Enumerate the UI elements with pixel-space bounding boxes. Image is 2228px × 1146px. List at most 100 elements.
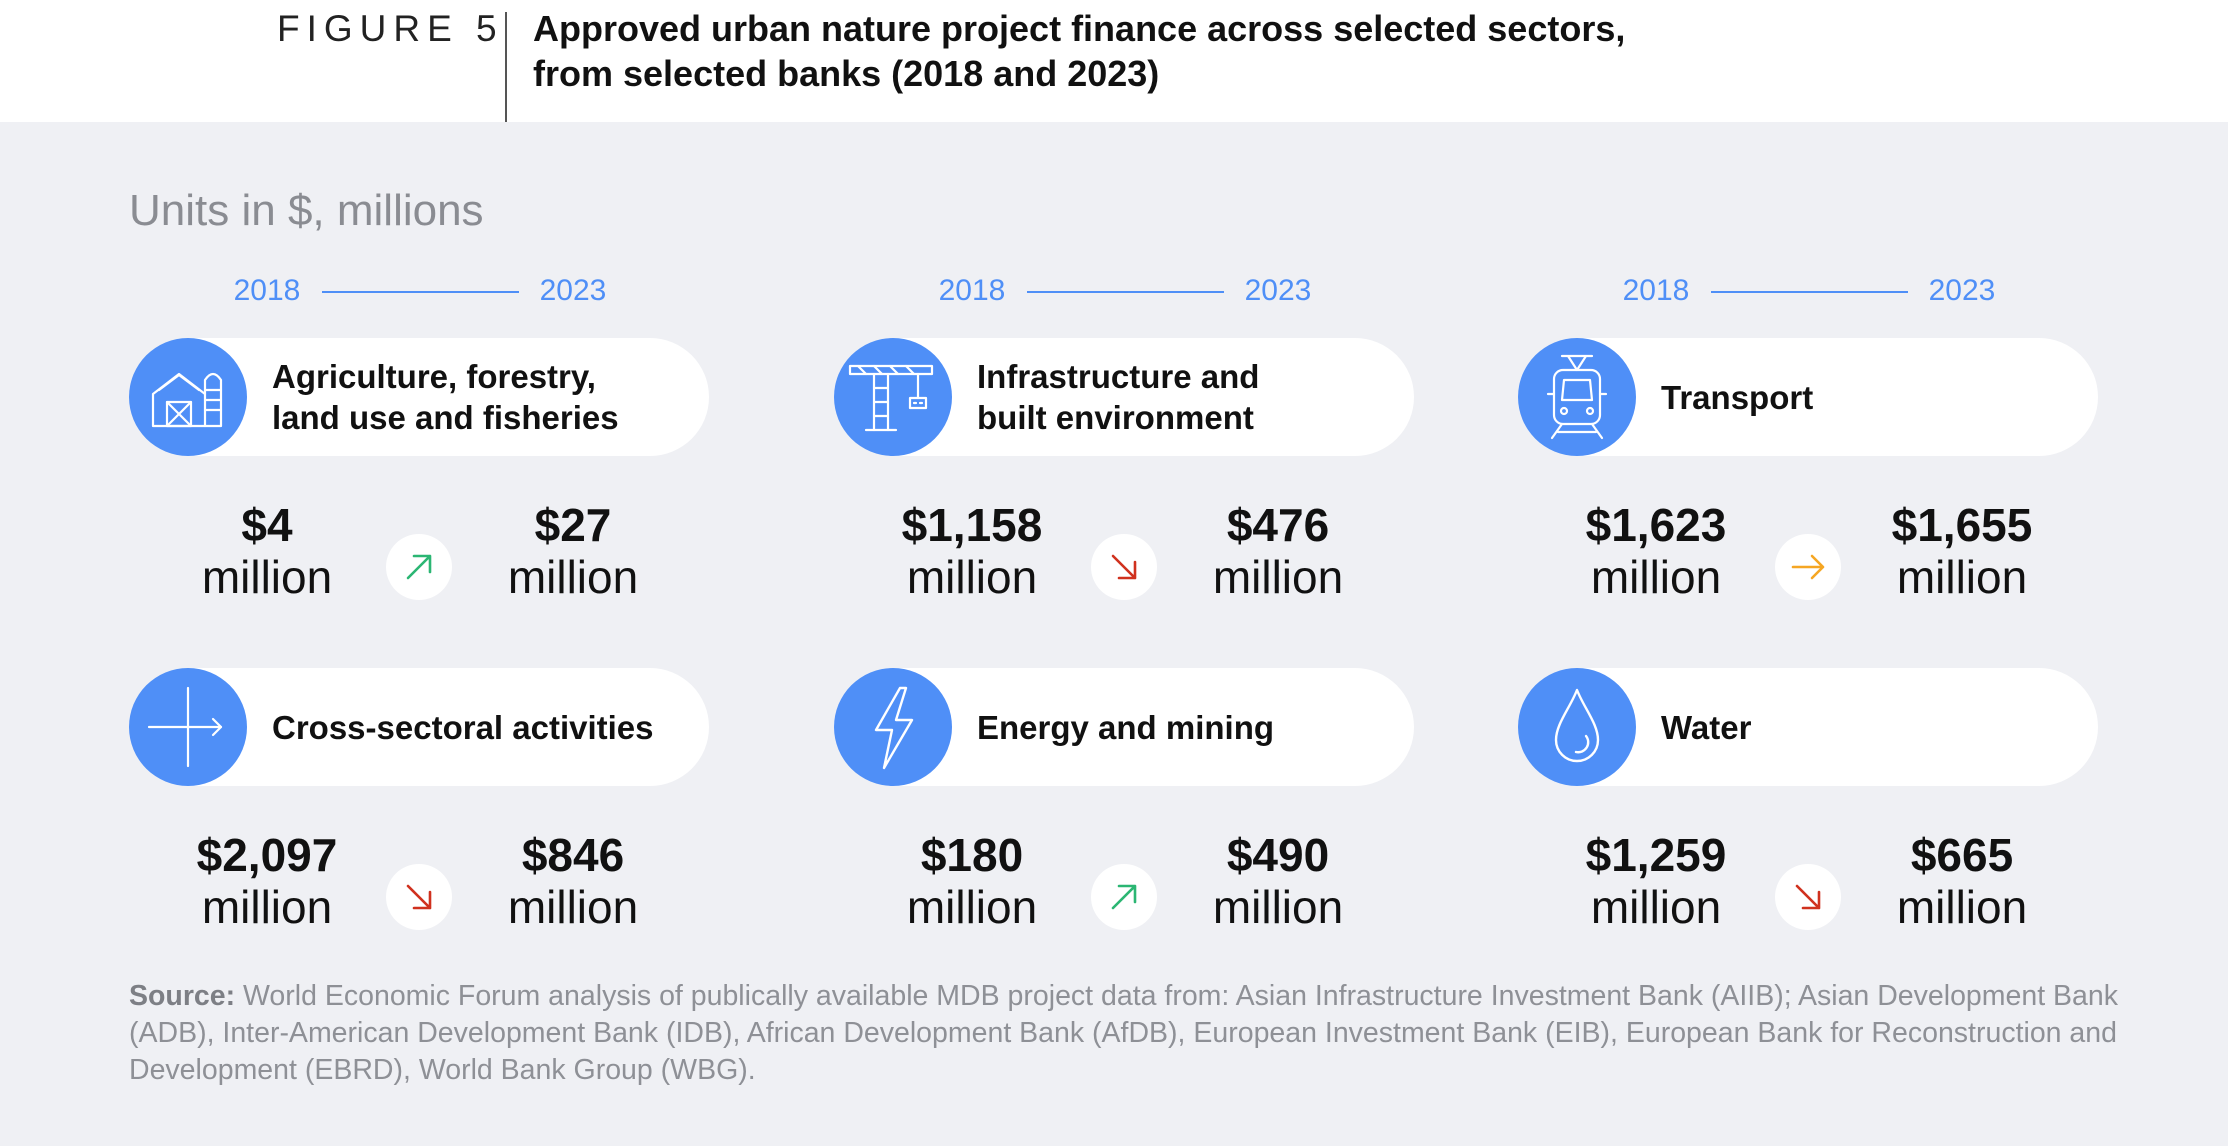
value-2023: $490 million [1158, 830, 1398, 934]
value-2023-amount: $1,655 [1891, 499, 2033, 551]
sector-header: Agriculture, forestry, land use and fishe… [129, 338, 709, 456]
sector-name: Infrastructure and built environment [977, 338, 1397, 456]
arrow-down-right-icon [1795, 884, 1821, 910]
value-2018-unit: million [201, 551, 333, 603]
sector-name-text: Transport [1661, 377, 1813, 418]
source-note: Source: World Economic Forum analysis of… [129, 978, 2129, 1089]
value-2018-amount: $4 [241, 499, 293, 551]
year-connector-line [322, 291, 519, 293]
value-2023-amount: $846 [521, 829, 625, 881]
value-2018-unit: million [1590, 881, 1722, 933]
year-connector-line [1027, 291, 1224, 293]
value-2023-unit: million [507, 881, 639, 933]
value-2023-unit: million [1212, 551, 1344, 603]
year-label-end: 2023 [1244, 274, 1312, 307]
sector-name-line-2: built environment [977, 399, 1254, 436]
tram-icon [1546, 354, 1608, 440]
header-divider [505, 12, 507, 122]
year-label-start: 2018 [938, 274, 1006, 307]
value-2018-unit: million [906, 551, 1038, 603]
sector-name-line-1: Water [1661, 708, 1752, 746]
sector-name: Energy and mining [977, 668, 1397, 786]
value-2023-amount: $476 [1226, 499, 1330, 551]
figure-header: FIGURE 5 Approved urban nature project f… [0, 0, 2228, 122]
figure-label: FIGURE 5 [277, 8, 504, 49]
sector-name: Agriculture, forestry, land use and fishe… [272, 338, 692, 456]
sector-header: Cross-sectoral activities [129, 668, 709, 786]
value-2018: $4 million [147, 500, 387, 604]
sector-name-text: Cross-sectoral activities [272, 707, 654, 748]
trend-indicator [1091, 534, 1157, 600]
arrow-up-right-icon [1111, 884, 1137, 910]
trend-indicator [386, 864, 452, 930]
value-2018-unit: million [1590, 551, 1722, 603]
source-label: Source: [129, 980, 236, 1012]
arrow-right-icon [1791, 554, 1825, 580]
value-2018-amount: $2,097 [196, 829, 338, 881]
trend-indicator [1091, 864, 1157, 930]
arrow-down-right-icon [1111, 554, 1137, 580]
sector-name-line-1: Transport [1661, 378, 1814, 416]
sector-name-line-1: Infrastructure and [977, 358, 1260, 395]
value-2023: $27 million [453, 500, 693, 604]
year-connector-line [1711, 291, 1908, 293]
trend-indicator [386, 534, 452, 600]
sector-icon-badge [834, 668, 952, 786]
units-note: Units in $, millions [129, 186, 484, 235]
lightning-bolt-icon [874, 686, 914, 770]
sector-name: Cross-sectoral activities [272, 668, 692, 786]
value-2018-unit: million [906, 881, 1038, 933]
arrow-down-right-icon [406, 884, 432, 910]
sector-name-text: Water [1661, 707, 1751, 748]
sector-name-text: Energy and mining [977, 707, 1274, 748]
sector-header: Water [1518, 668, 2098, 786]
year-label-start: 2018 [1622, 274, 1690, 307]
year-label-end: 2023 [1928, 274, 1996, 307]
year-label-end: 2023 [539, 274, 607, 307]
value-2018-unit: million [201, 881, 333, 933]
sector-name: Transport [1661, 338, 2081, 456]
value-2023-unit: million [1212, 881, 1344, 933]
barn-silo-icon [151, 372, 223, 428]
year-label-start: 2018 [233, 274, 301, 307]
value-2023: $665 million [1842, 830, 2082, 934]
value-2018: $1,158 million [852, 500, 1092, 604]
value-2018-amount: $1,158 [901, 499, 1043, 551]
value-2023-unit: million [507, 551, 639, 603]
value-2023-unit: million [1896, 881, 2028, 933]
value-2023: $846 million [453, 830, 693, 934]
value-2023-unit: million [1896, 551, 2028, 603]
sector-header: Transport [1518, 338, 2098, 456]
value-2023-amount: $27 [534, 499, 612, 551]
value-2018-amount: $180 [920, 829, 1024, 881]
sector-icon-badge [834, 338, 952, 456]
value-2023-amount: $490 [1226, 829, 1330, 881]
sector-name-line-1: Energy and mining [977, 708, 1275, 746]
value-2023: $476 million [1158, 500, 1398, 604]
sector-name-text: Agriculture, forestry, land use and fishe… [272, 356, 619, 438]
sector-name: Water [1661, 668, 2081, 786]
figure-title-line-2: from selected banks (2018 and 2023) [533, 53, 1160, 94]
trend-indicator [1775, 864, 1841, 930]
sector-name-line-2: land use and fisheries [272, 399, 619, 436]
crane-icon [848, 364, 934, 432]
sector-icon-badge [1518, 338, 1636, 456]
value-2023-amount: $665 [1910, 829, 2014, 881]
value-2018: $1,259 million [1536, 830, 1776, 934]
sector-icon-badge [1518, 668, 1636, 786]
value-2023: $1,655 million [1842, 500, 2082, 604]
value-2018: $2,097 million [147, 830, 387, 934]
trend-indicator [1775, 534, 1841, 600]
sector-header: Infrastructure and built environment [834, 338, 1414, 456]
value-2018: $1,623 million [1536, 500, 1776, 604]
source-text: World Economic Forum analysis of publica… [129, 980, 2119, 1086]
arrow-up-right-icon [406, 554, 432, 580]
figure-title: Approved urban nature project finance ac… [533, 6, 1833, 96]
value-2018-amount: $1,259 [1585, 829, 1727, 881]
crossroad-arrow-icon [147, 686, 223, 768]
water-drop-icon [1554, 688, 1600, 763]
sector-name-line-1: Agriculture, forestry, [272, 358, 596, 395]
sector-name-text: Infrastructure and built environment [977, 356, 1259, 438]
value-2018-amount: $1,623 [1585, 499, 1727, 551]
value-2018: $180 million [852, 830, 1092, 934]
